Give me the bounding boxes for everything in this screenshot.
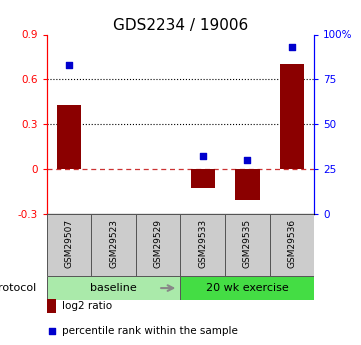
Bar	[180, 276, 314, 300]
Title: GDS2234 / 19006: GDS2234 / 19006	[113, 18, 248, 33]
Bar	[270, 214, 314, 276]
Point	[49, 328, 55, 334]
Bar	[136, 214, 180, 276]
Bar	[47, 214, 91, 276]
Text: GSM29533: GSM29533	[198, 219, 207, 268]
Text: GSM29535: GSM29535	[243, 219, 252, 268]
Bar	[57, 105, 82, 169]
Point	[66, 62, 72, 68]
Point	[289, 44, 295, 50]
Text: percentile rank within the sample: percentile rank within the sample	[62, 326, 238, 336]
Bar	[47, 276, 180, 300]
Text: GSM29529: GSM29529	[154, 219, 163, 268]
Bar	[235, 169, 260, 200]
Text: GSM29523: GSM29523	[109, 219, 118, 268]
Bar	[180, 214, 225, 276]
Bar	[47, 298, 56, 313]
Point	[200, 154, 206, 159]
Bar	[225, 214, 270, 276]
Bar	[91, 214, 136, 276]
Bar	[279, 65, 304, 169]
Text: 20 wk exercise: 20 wk exercise	[206, 283, 289, 293]
Bar	[191, 169, 215, 188]
Text: protocol: protocol	[0, 283, 36, 293]
Text: GSM29507: GSM29507	[65, 219, 74, 268]
Text: GSM29536: GSM29536	[287, 219, 296, 268]
Point	[244, 157, 250, 163]
Text: baseline: baseline	[90, 283, 137, 293]
Text: log2 ratio: log2 ratio	[62, 301, 112, 311]
